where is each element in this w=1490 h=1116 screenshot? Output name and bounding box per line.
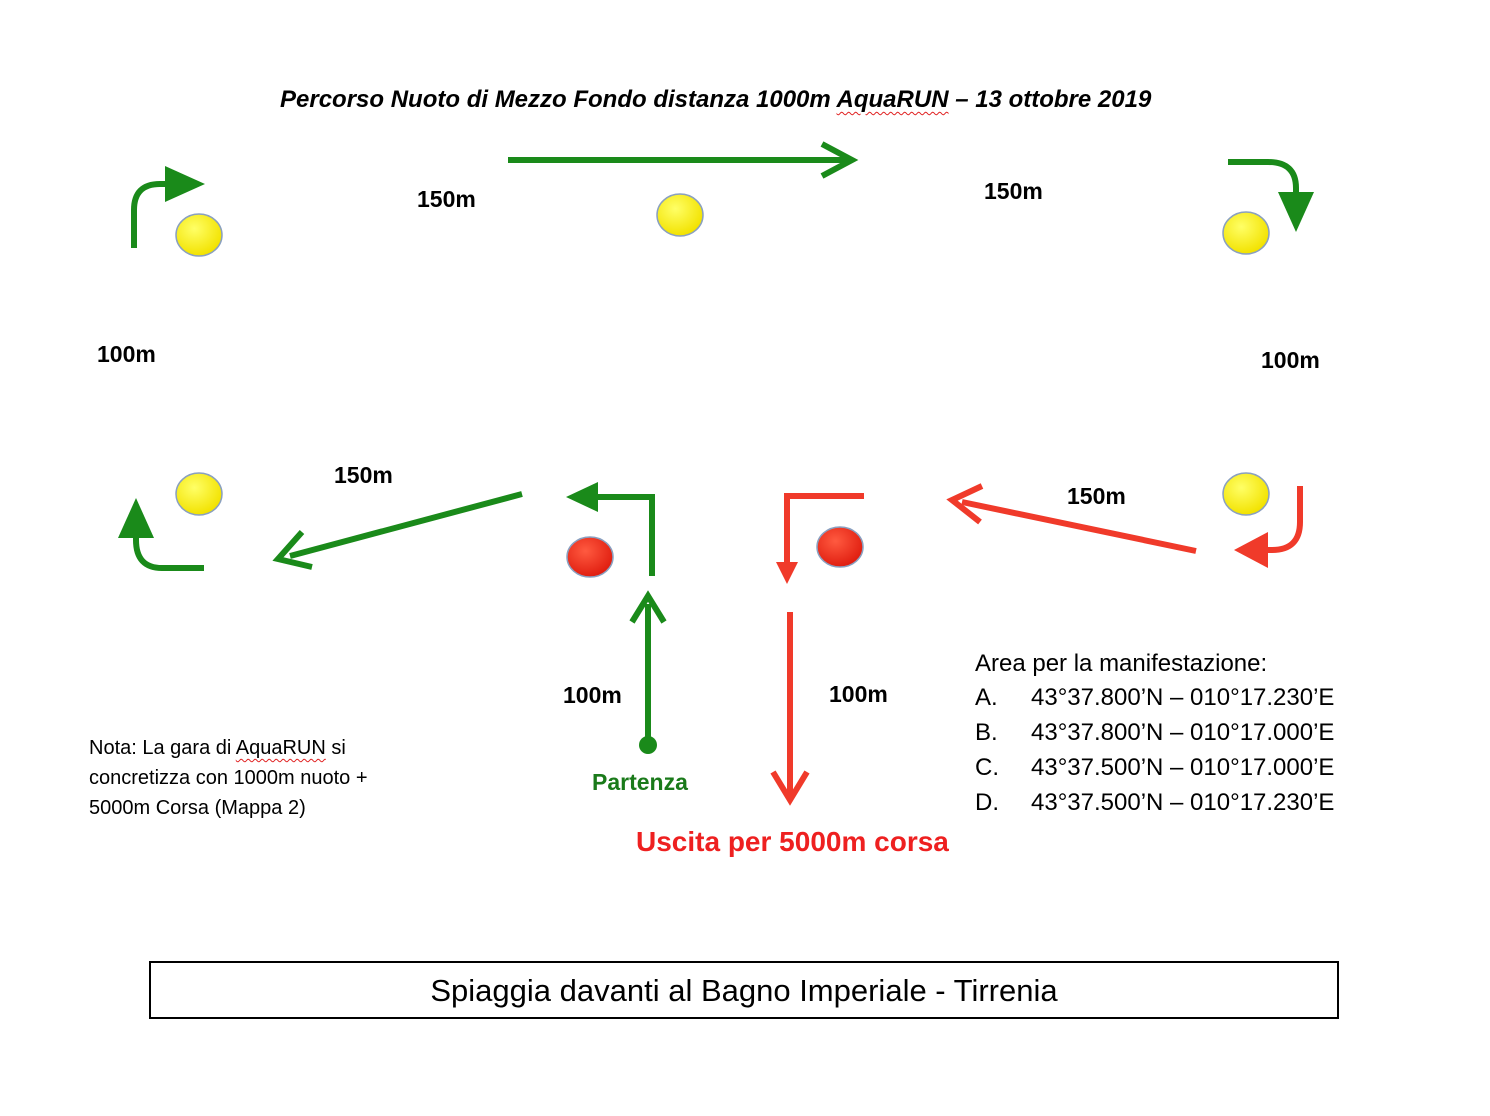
title-brand: AquaRUN xyxy=(836,86,949,113)
note: Nota: La gara di AquaRUN si concretizza … xyxy=(89,733,429,823)
buoy-top-left xyxy=(175,213,223,257)
note-line-1: Nota: La gara di AquaRUN si xyxy=(89,737,346,759)
page-title: Percorso Nuoto di Mezzo Fondo distanza 1… xyxy=(280,86,1151,114)
green-route xyxy=(131,141,1299,742)
label-100m-exit: 100m xyxy=(829,681,888,707)
arrowhead-bottom-right xyxy=(1234,532,1268,568)
arrow-turn-top-right xyxy=(1228,159,1299,198)
exit-label: Uscita per 5000m corsa xyxy=(636,826,949,857)
arrow-start-turn xyxy=(596,494,655,576)
note-brand: AquaRUN xyxy=(235,737,326,759)
start-label: Partenza xyxy=(592,769,688,795)
buoy-red-start xyxy=(566,536,614,578)
area-point-d: D. 43°37.500’N – 010°17.230’E xyxy=(975,789,1335,816)
label-150m-top-right: 150m xyxy=(984,178,1043,204)
buoy-red-exit xyxy=(816,526,864,568)
label-150m-bottom-left: 150m xyxy=(334,462,393,488)
arrow-bottom-right xyxy=(961,499,1197,554)
arrowhead-exit-turn xyxy=(776,562,798,584)
area-heading: Area per la manifestazione: xyxy=(975,650,1268,677)
area-point-b: B. 43°37.800’N – 010°17.000’E xyxy=(975,719,1335,746)
title-date: – 13 ottobre 2019 xyxy=(948,86,1152,113)
arrow-turn-bottom-right xyxy=(1262,486,1303,553)
label-150m-bottom-right: 150m xyxy=(1067,483,1126,509)
arrowhead-top-left xyxy=(165,166,205,202)
arrow-turn-bottom-left xyxy=(133,526,204,571)
buoy-bottom-left xyxy=(175,472,223,516)
arrowhead-top-right xyxy=(1278,192,1314,232)
label-100m-left: 100m xyxy=(97,341,156,367)
red-route xyxy=(770,483,1303,806)
beach-caption: Spiaggia davanti al Bagno Imperiale - Ti… xyxy=(149,961,1339,1019)
note-line-3: 5000m Corsa (Mappa 2) xyxy=(89,797,306,819)
buoy-top-right xyxy=(1222,211,1270,255)
area-point-c: C. 43°37.500’N – 010°17.000’E xyxy=(975,754,1335,781)
arrowhead-bottom-left xyxy=(118,498,154,538)
title-text: Percorso Nuoto di Mezzo Fondo distanza 1… xyxy=(280,86,837,113)
arrow-turn-top-left xyxy=(131,181,170,248)
area-coordinates: Area per la manifestazione: A. 43°37.800’… xyxy=(975,648,1334,820)
buoy-top-middle xyxy=(656,193,704,237)
label-100m-start: 100m xyxy=(563,682,622,708)
area-point-a: A. 43°37.800’N – 010°17.230’E xyxy=(975,684,1335,711)
arrow-bottom-left xyxy=(289,491,523,559)
label-100m-right: 100m xyxy=(1261,347,1320,373)
start-dot xyxy=(639,736,657,754)
arrowhead-start-turn xyxy=(566,482,598,512)
arrow-exit-turn xyxy=(784,493,864,566)
label-150m-top-left: 150m xyxy=(417,186,476,212)
note-line-2: concretizza con 1000m nuoto + xyxy=(89,767,368,789)
buoy-bottom-right xyxy=(1222,472,1270,516)
